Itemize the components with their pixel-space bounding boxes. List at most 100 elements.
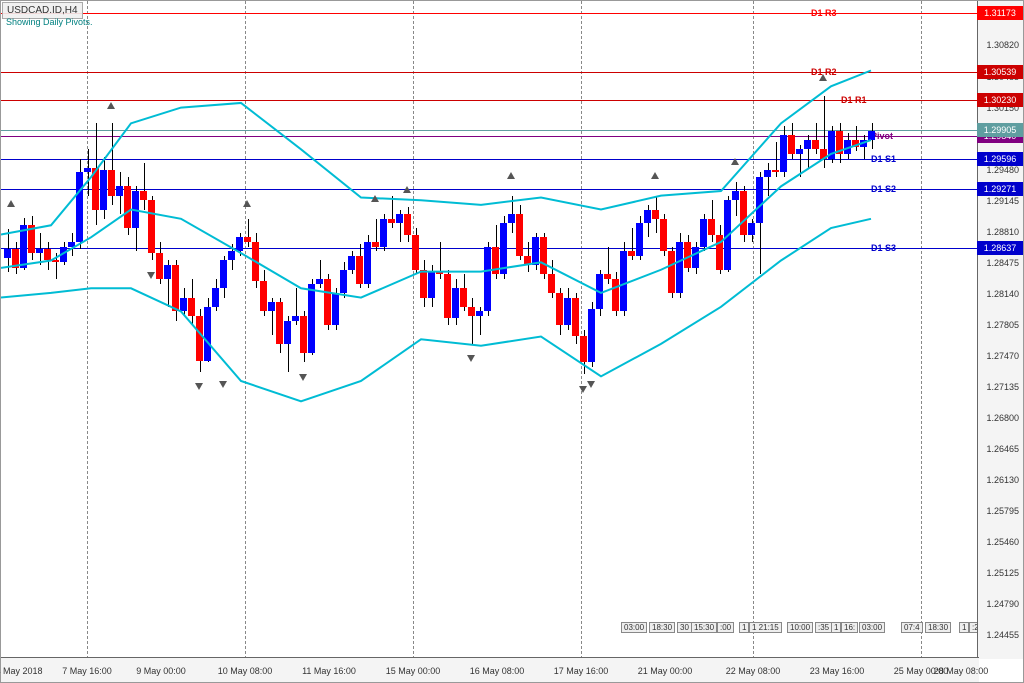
candle[interactable] [492, 225, 499, 279]
candle[interactable] [572, 293, 579, 344]
candle[interactable] [860, 135, 867, 158]
candle[interactable] [12, 242, 19, 274]
candle[interactable] [20, 218, 27, 270]
candle[interactable] [252, 233, 259, 289]
candle[interactable] [484, 242, 491, 316]
candle[interactable] [540, 233, 547, 279]
candle[interactable] [532, 233, 539, 270]
plot-area[interactable]: D1 R3D1 R2D1 R1PivotD1 S1D1 S2D1 S303:00… [1, 1, 979, 659]
candle[interactable] [708, 200, 715, 242]
candle[interactable] [212, 279, 219, 311]
candle[interactable] [404, 207, 411, 242]
candle[interactable] [476, 307, 483, 335]
candle[interactable] [204, 298, 211, 363]
candle[interactable] [268, 298, 275, 335]
candle[interactable] [324, 274, 331, 330]
candle[interactable] [356, 244, 363, 288]
candle[interactable] [820, 96, 827, 168]
candle[interactable] [596, 270, 603, 316]
candle[interactable] [796, 145, 803, 177]
candle[interactable] [260, 270, 267, 316]
candle[interactable] [852, 126, 859, 151]
candle[interactable] [580, 330, 587, 374]
candle[interactable] [636, 216, 643, 260]
candle[interactable] [548, 260, 555, 297]
candle[interactable] [436, 242, 443, 279]
candle[interactable] [116, 172, 123, 214]
candle[interactable] [660, 214, 667, 256]
candle[interactable] [772, 142, 779, 177]
candle[interactable] [556, 288, 563, 334]
candle[interactable] [332, 288, 339, 330]
candle[interactable] [644, 205, 651, 237]
candle[interactable] [684, 235, 691, 272]
candle[interactable] [44, 242, 51, 270]
candle[interactable] [364, 235, 371, 289]
candle[interactable] [276, 298, 283, 354]
candle[interactable] [316, 260, 323, 288]
candle[interactable] [844, 133, 851, 159]
candle[interactable] [836, 123, 843, 163]
candle[interactable] [828, 126, 835, 163]
candle[interactable] [412, 228, 419, 274]
candle[interactable] [724, 196, 731, 272]
candle[interactable] [756, 172, 763, 274]
candle[interactable] [148, 196, 155, 261]
candle[interactable] [508, 196, 515, 233]
candle[interactable] [140, 163, 147, 209]
candle[interactable] [868, 123, 875, 149]
candle[interactable] [188, 279, 195, 325]
candle[interactable] [444, 270, 451, 326]
candle[interactable] [788, 123, 795, 158]
candle[interactable] [308, 279, 315, 355]
candle[interactable] [420, 260, 427, 306]
candle[interactable] [164, 260, 171, 306]
candle[interactable] [132, 186, 139, 251]
candle[interactable] [588, 302, 595, 367]
candle[interactable] [516, 205, 523, 261]
candle[interactable] [668, 247, 675, 298]
candle[interactable] [196, 309, 203, 372]
candle[interactable] [156, 242, 163, 284]
candle[interactable] [84, 149, 91, 195]
candle[interactable] [180, 288, 187, 316]
candle[interactable] [812, 123, 819, 154]
candle[interactable] [452, 279, 459, 325]
candle[interactable] [732, 182, 739, 216]
candle[interactable] [468, 298, 475, 344]
candle[interactable] [780, 126, 787, 177]
candle[interactable] [68, 233, 75, 256]
candle[interactable] [500, 216, 507, 279]
candle[interactable] [428, 265, 435, 307]
candle[interactable] [460, 274, 467, 311]
candle[interactable] [60, 242, 67, 265]
candle[interactable] [676, 233, 683, 298]
candle[interactable] [340, 262, 347, 297]
candle[interactable] [524, 242, 531, 272]
candle[interactable] [36, 233, 43, 265]
candle[interactable] [612, 272, 619, 316]
candle[interactable] [244, 219, 251, 247]
candle[interactable] [740, 186, 747, 242]
candle[interactable] [604, 247, 611, 284]
candle[interactable] [372, 219, 379, 251]
candle[interactable] [564, 288, 571, 330]
candle[interactable] [108, 123, 115, 205]
candle[interactable] [124, 177, 131, 234]
candle[interactable] [100, 157, 107, 219]
candle[interactable] [4, 229, 11, 272]
candle[interactable] [716, 225, 723, 274]
candle[interactable] [764, 163, 771, 195]
candle[interactable] [692, 242, 699, 274]
candle[interactable] [92, 123, 99, 225]
candle[interactable] [388, 196, 395, 228]
candle[interactable] [652, 196, 659, 233]
candle[interactable] [804, 135, 811, 167]
candle[interactable] [748, 219, 755, 242]
candle[interactable] [628, 228, 635, 260]
candle[interactable] [380, 214, 387, 251]
candle[interactable] [76, 159, 83, 250]
candle[interactable] [52, 253, 59, 279]
candle[interactable] [396, 210, 403, 242]
candle[interactable] [620, 242, 627, 316]
